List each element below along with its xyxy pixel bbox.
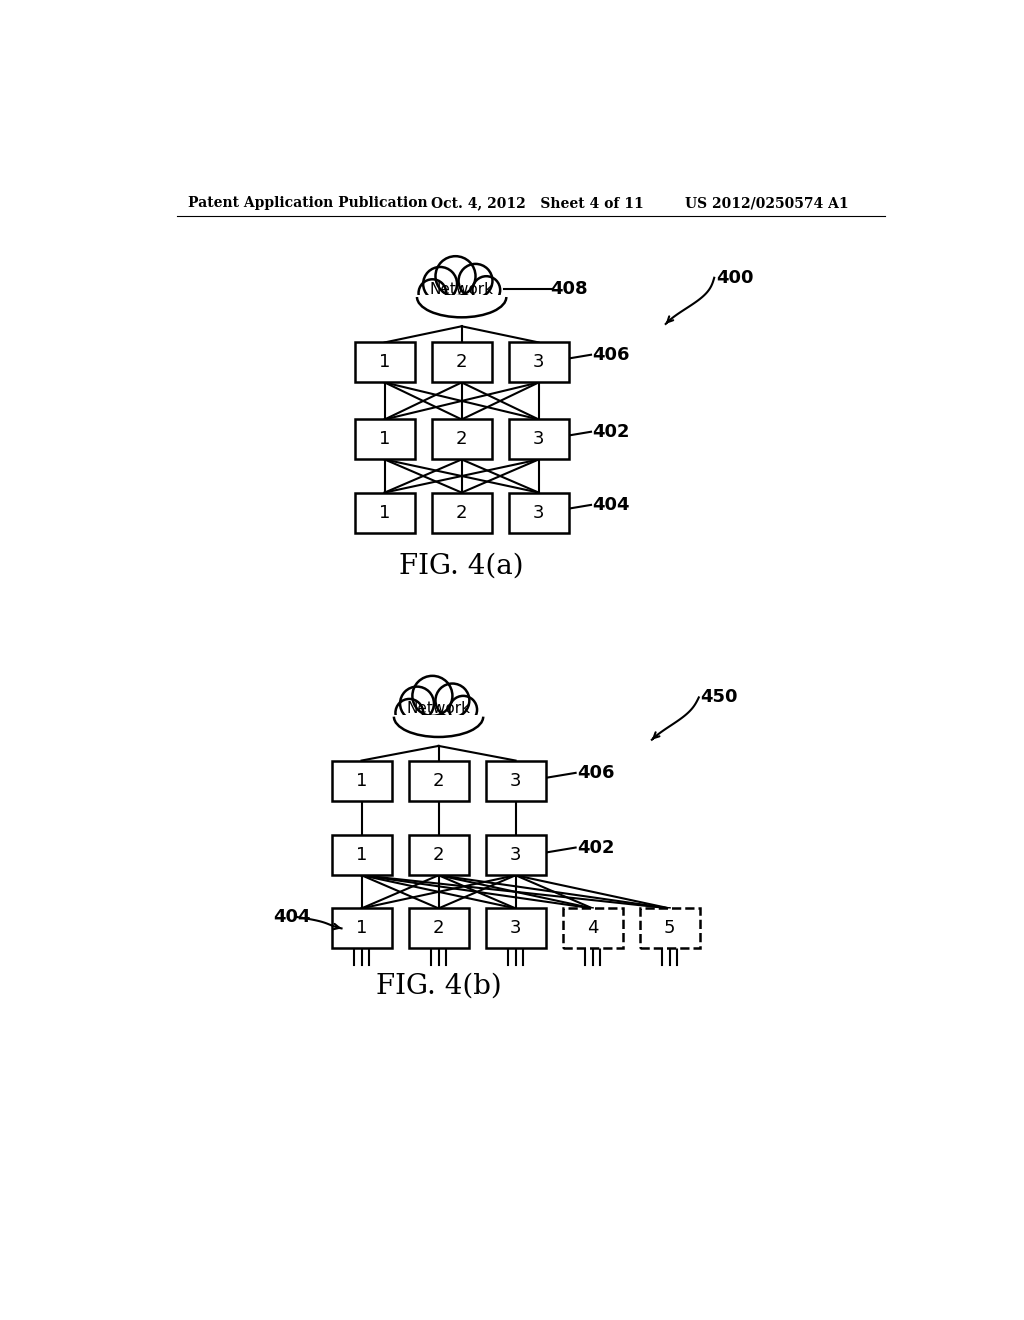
Circle shape (423, 267, 457, 301)
Text: 4: 4 (587, 920, 598, 937)
Ellipse shape (394, 697, 483, 737)
Text: 400: 400 (716, 269, 754, 286)
Bar (509, 342, 568, 383)
Bar (417, 296, 506, 317)
Text: 402: 402 (578, 838, 614, 857)
Text: 3: 3 (510, 920, 521, 937)
Ellipse shape (417, 277, 506, 317)
Text: Network: Network (407, 701, 471, 717)
Text: Network: Network (430, 281, 494, 297)
Text: US 2012/0250574 A1: US 2012/0250574 A1 (685, 197, 849, 210)
Bar (332, 836, 391, 875)
Text: 1: 1 (356, 772, 368, 789)
Circle shape (435, 256, 475, 296)
Bar (332, 760, 391, 800)
Bar (509, 420, 568, 459)
Text: 2: 2 (433, 846, 444, 865)
Bar (409, 836, 469, 875)
Circle shape (459, 264, 493, 298)
Circle shape (472, 276, 500, 304)
Bar (485, 836, 546, 875)
Bar (332, 908, 391, 949)
Text: 3: 3 (532, 430, 545, 449)
Text: 406: 406 (593, 346, 630, 364)
Text: 2: 2 (456, 504, 467, 521)
Bar (432, 420, 492, 459)
Bar (394, 715, 483, 737)
Bar (562, 908, 623, 949)
Bar (409, 908, 469, 949)
Bar (485, 908, 546, 949)
Bar (432, 492, 492, 533)
Text: 2: 2 (456, 354, 467, 371)
Text: 2: 2 (456, 430, 467, 449)
Circle shape (395, 700, 423, 726)
Bar (509, 492, 568, 533)
Text: 406: 406 (578, 764, 614, 781)
Text: Patent Application Publication: Patent Application Publication (188, 197, 428, 210)
Bar (640, 908, 699, 949)
Circle shape (450, 696, 477, 723)
Text: 3: 3 (510, 772, 521, 789)
Text: 1: 1 (379, 430, 390, 449)
Bar (485, 760, 546, 800)
Bar (432, 342, 492, 383)
Bar (354, 420, 415, 459)
Text: 404: 404 (273, 908, 310, 925)
Text: 404: 404 (593, 496, 630, 513)
Text: 1: 1 (379, 504, 390, 521)
Text: 1: 1 (356, 920, 368, 937)
Bar (354, 342, 415, 383)
Text: 408: 408 (550, 280, 588, 298)
Text: 2: 2 (433, 772, 444, 789)
Text: 3: 3 (532, 354, 545, 371)
Text: FIG. 4(a): FIG. 4(a) (399, 553, 524, 579)
Text: 402: 402 (593, 422, 630, 441)
Text: 450: 450 (700, 689, 738, 706)
Text: 3: 3 (532, 504, 545, 521)
Text: Oct. 4, 2012   Sheet 4 of 11: Oct. 4, 2012 Sheet 4 of 11 (431, 197, 644, 210)
Text: 3: 3 (510, 846, 521, 865)
Text: FIG. 4(b): FIG. 4(b) (376, 973, 502, 999)
Bar (354, 492, 415, 533)
Text: 1: 1 (356, 846, 368, 865)
Text: 5: 5 (664, 920, 675, 937)
Bar (409, 760, 469, 800)
Text: 2: 2 (433, 920, 444, 937)
Circle shape (419, 280, 446, 308)
Circle shape (435, 684, 469, 718)
Circle shape (413, 676, 453, 715)
Circle shape (400, 686, 434, 721)
Text: 1: 1 (379, 354, 390, 371)
